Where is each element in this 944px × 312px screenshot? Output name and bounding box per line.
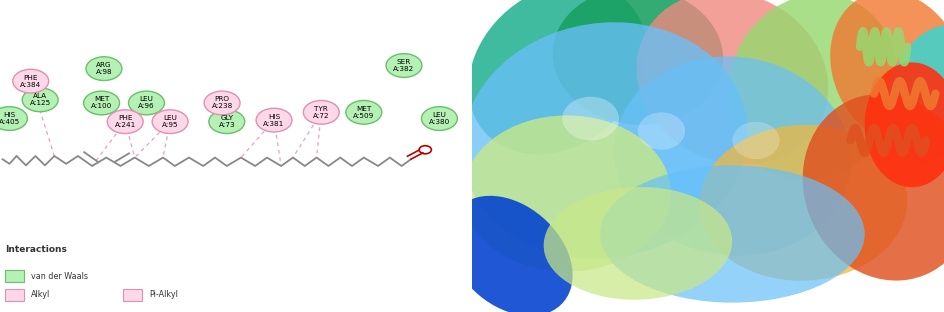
Text: LEU
A:380: LEU A:380 xyxy=(429,112,449,125)
Circle shape xyxy=(346,100,381,124)
Text: ALA
A:125: ALA A:125 xyxy=(29,93,51,106)
Ellipse shape xyxy=(636,0,827,165)
Ellipse shape xyxy=(462,22,747,259)
Text: LEU
A:95: LEU A:95 xyxy=(161,115,178,128)
Ellipse shape xyxy=(552,0,722,125)
Ellipse shape xyxy=(699,125,906,281)
Circle shape xyxy=(385,54,421,77)
Text: ARG
A:98: ARG A:98 xyxy=(95,62,112,75)
Ellipse shape xyxy=(885,26,944,162)
Text: PHE
A:384: PHE A:384 xyxy=(20,75,42,88)
FancyBboxPatch shape xyxy=(123,289,142,301)
Text: Alkyl: Alkyl xyxy=(30,290,50,299)
Circle shape xyxy=(128,91,164,115)
Circle shape xyxy=(209,110,244,134)
Text: SER
A:382: SER A:382 xyxy=(393,59,414,72)
Text: PRO
A:238: PRO A:238 xyxy=(211,96,232,110)
Circle shape xyxy=(0,107,27,130)
Ellipse shape xyxy=(599,165,864,303)
Ellipse shape xyxy=(726,0,898,181)
Circle shape xyxy=(108,110,143,134)
Circle shape xyxy=(86,57,122,80)
Text: GLY
A:73: GLY A:73 xyxy=(218,115,235,128)
Text: HIS
A:405: HIS A:405 xyxy=(0,112,20,125)
Circle shape xyxy=(13,69,49,93)
Text: HIS
A:381: HIS A:381 xyxy=(263,114,284,127)
Circle shape xyxy=(421,107,457,130)
Ellipse shape xyxy=(637,112,684,150)
Circle shape xyxy=(303,100,339,124)
Text: Interactions: Interactions xyxy=(5,245,66,254)
Circle shape xyxy=(152,110,188,134)
Text: Pi-Alkyl: Pi-Alkyl xyxy=(148,290,177,299)
Ellipse shape xyxy=(463,115,670,271)
Ellipse shape xyxy=(830,0,944,146)
FancyBboxPatch shape xyxy=(5,289,24,301)
Ellipse shape xyxy=(864,62,944,187)
Text: MET
A:100: MET A:100 xyxy=(91,96,112,110)
Ellipse shape xyxy=(468,0,646,154)
Circle shape xyxy=(83,91,119,115)
FancyBboxPatch shape xyxy=(5,270,24,282)
Ellipse shape xyxy=(801,94,944,280)
Text: TYR
A:72: TYR A:72 xyxy=(312,106,329,119)
Circle shape xyxy=(204,91,240,115)
Ellipse shape xyxy=(543,187,732,300)
Text: PHE
A:241: PHE A:241 xyxy=(114,115,136,128)
Circle shape xyxy=(23,88,59,112)
Ellipse shape xyxy=(732,122,779,159)
Ellipse shape xyxy=(447,196,572,312)
Ellipse shape xyxy=(614,56,850,256)
Text: LEU
A:96: LEU A:96 xyxy=(138,96,155,110)
Text: van der Waals: van der Waals xyxy=(30,272,88,280)
Circle shape xyxy=(256,108,292,132)
Ellipse shape xyxy=(562,97,618,140)
Text: MET
A:509: MET A:509 xyxy=(353,106,374,119)
